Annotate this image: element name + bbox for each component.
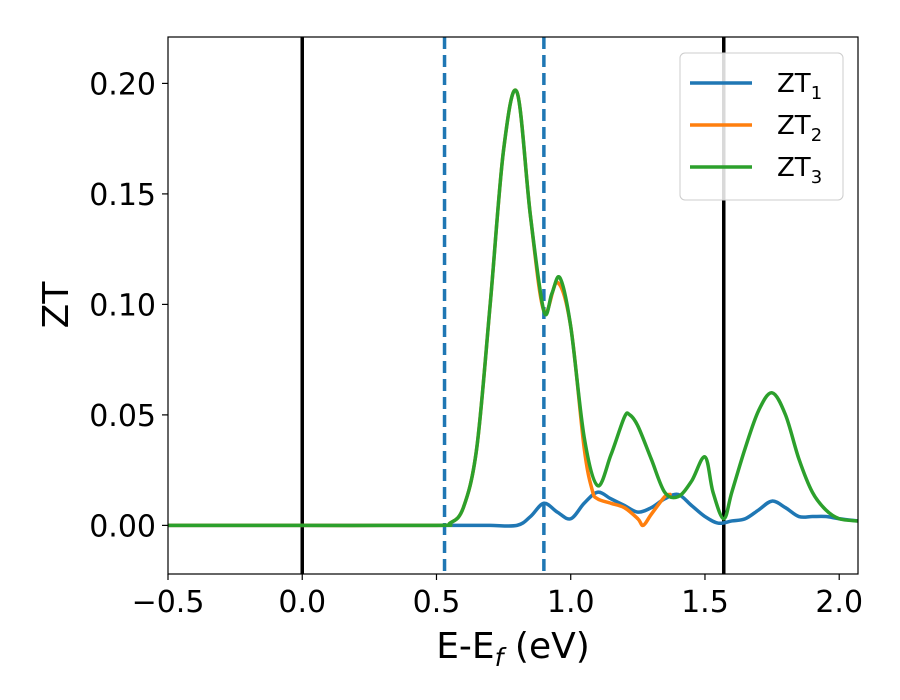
x-tick-label: 0.0 bbox=[278, 585, 326, 620]
series-line-zt3 bbox=[168, 88, 858, 528]
y-axis-label: ZT bbox=[36, 281, 77, 329]
legend: ZT1 ZT2 ZT3 bbox=[679, 52, 844, 201]
legend-label-zt2: ZT2 bbox=[777, 111, 822, 146]
x-axis-label: E-Ef (eV) bbox=[436, 626, 590, 672]
series-layer bbox=[168, 88, 858, 528]
x-tick-label: 0.5 bbox=[413, 585, 461, 620]
plot-frame bbox=[167, 36, 859, 575]
x-tick-label: 1.0 bbox=[547, 585, 595, 620]
series-line-zt1 bbox=[168, 490, 858, 528]
y-tick-label: 0.05 bbox=[89, 399, 156, 434]
legend-box bbox=[679, 52, 844, 201]
y-tick-label: 0.10 bbox=[89, 288, 156, 323]
legend-label-zt3: ZT3 bbox=[777, 153, 822, 188]
legend-label-zt1: ZT1 bbox=[777, 69, 822, 104]
x-tick-label: 1.5 bbox=[681, 585, 729, 620]
y-tick-label: 0.20 bbox=[89, 67, 156, 102]
y-axis-ticks: 0.00 0.05 0.10 0.15 0.20 bbox=[89, 67, 168, 544]
x-axis-ticks: −0.5 0.0 0.5 1.0 1.5 2.0 bbox=[132, 574, 863, 620]
x-tick-label: 2.0 bbox=[815, 585, 863, 620]
y-tick-label: 0.00 bbox=[89, 509, 156, 544]
y-tick-label: 0.15 bbox=[89, 178, 156, 213]
series-line-zt2 bbox=[168, 88, 672, 528]
x-tick-label: −0.5 bbox=[132, 585, 205, 620]
reference-lines bbox=[300, 37, 726, 574]
